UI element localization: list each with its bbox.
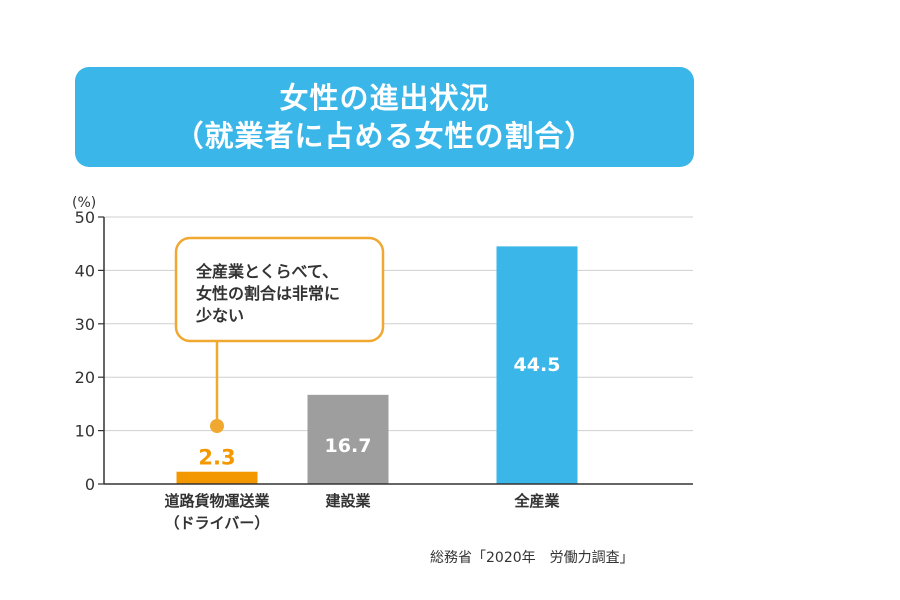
source-note: 総務省「2020年 労働力調査」 — [430, 550, 634, 566]
chart-title-banner: 女性の進出状況 （就業者に占める女性の割合） — [75, 67, 694, 167]
bar — [307, 394, 389, 484]
callout-bubble — [174, 236, 385, 343]
x-tick-label: 全産業 — [513, 492, 560, 510]
callout-pointer-dot — [210, 419, 224, 433]
bar — [176, 471, 258, 484]
x-tick-label: 建設業 — [325, 492, 371, 510]
callout-text: 女性の割合は非常に — [196, 284, 340, 303]
bar — [496, 246, 578, 484]
data-label: 2.3 — [198, 446, 235, 470]
y-tick-label: 40 — [75, 261, 95, 280]
callout-text: 全産業とくらべて、 — [195, 262, 338, 281]
y-tick-label: 50 — [75, 208, 95, 227]
y-tick-label: 20 — [75, 368, 95, 387]
chart-title-line-1: 女性の進出状況 — [279, 81, 490, 115]
data-label: 44.5 — [514, 354, 561, 376]
x-tick-label: （ドライバー） — [165, 514, 270, 532]
y-tick-label: 0 — [85, 475, 95, 494]
callout-text: 少ない — [195, 306, 244, 325]
y-axis-unit: (%) — [72, 195, 96, 211]
y-tick-label: 10 — [75, 422, 95, 441]
chart-title-line-2: （就業者に占める女性の割合） — [174, 119, 595, 153]
y-tick-label: 30 — [75, 315, 95, 334]
x-tick-label: 道路貨物運送業 — [164, 492, 270, 510]
data-label: 16.7 — [325, 435, 372, 457]
